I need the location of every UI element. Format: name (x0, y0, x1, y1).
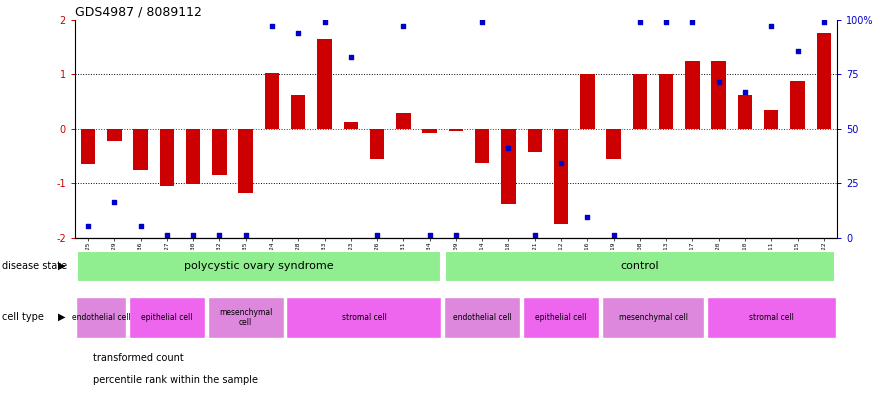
Point (317, 19, 331, 26)
Bar (633, 74, 647, 129)
Point (817, 19, 831, 26)
Point (554, 160, 568, 166)
Point (738, 88, 752, 95)
Point (159, 232, 174, 238)
Text: stromal cell: stromal cell (342, 313, 387, 322)
Point (581, 214, 595, 220)
Point (186, 232, 200, 238)
Text: control: control (620, 261, 659, 271)
Text: epithelial cell: epithelial cell (536, 313, 587, 322)
Bar (317, 39, 332, 129)
Bar (159, 129, 174, 186)
Bar (606, 129, 621, 159)
Point (370, 232, 384, 238)
Point (239, 232, 253, 238)
Point (606, 232, 620, 238)
Bar (501, 129, 515, 204)
Text: transformed count: transformed count (93, 353, 184, 364)
Bar (712, 61, 726, 129)
Bar (444, 297, 521, 338)
Text: polycystic ovary syndrome: polycystic ovary syndrome (184, 261, 334, 271)
Text: endothelial cell: endothelial cell (453, 313, 512, 322)
Point (344, 53, 358, 60)
Bar (76, 297, 126, 338)
Bar (737, 95, 752, 129)
Point (764, 23, 778, 29)
Point (134, 222, 148, 229)
Bar (81, 129, 95, 164)
Point (292, 30, 306, 37)
Bar (523, 297, 599, 338)
Bar (554, 129, 568, 224)
Bar (77, 251, 440, 282)
Bar (817, 33, 831, 129)
Bar (422, 129, 437, 133)
Bar (370, 129, 384, 159)
Text: ▶: ▶ (57, 312, 65, 322)
Bar (107, 129, 122, 141)
Bar (212, 129, 226, 175)
Text: epithelial cell: epithelial cell (141, 313, 193, 322)
Bar (790, 81, 804, 129)
Bar (265, 73, 279, 129)
Point (396, 23, 411, 29)
Bar (707, 297, 836, 338)
Bar (133, 129, 148, 170)
Bar (602, 297, 704, 338)
Point (81, 222, 95, 229)
Text: disease state: disease state (2, 261, 67, 271)
Text: mesenchymal cell: mesenchymal cell (618, 313, 687, 322)
Bar (208, 297, 284, 338)
Point (475, 19, 489, 26)
Bar (291, 95, 306, 129)
Bar (659, 74, 673, 129)
Text: ▶: ▶ (57, 261, 65, 271)
Point (528, 232, 542, 238)
Point (212, 232, 226, 238)
Point (423, 232, 437, 238)
Bar (764, 110, 779, 129)
Bar (528, 129, 542, 152)
Bar (580, 74, 595, 129)
Point (501, 145, 515, 151)
Text: cell type: cell type (2, 312, 44, 322)
Point (265, 23, 279, 29)
Text: endothelial cell: endothelial cell (71, 313, 130, 322)
Bar (448, 129, 463, 131)
Bar (475, 129, 490, 163)
Text: stromal cell: stromal cell (749, 313, 794, 322)
Point (685, 19, 700, 26)
Point (659, 19, 673, 26)
Text: percentile rank within the sample: percentile rank within the sample (93, 375, 258, 385)
Point (448, 232, 463, 238)
Point (633, 19, 647, 26)
Text: mesenchymal
cell: mesenchymal cell (219, 308, 272, 327)
Point (790, 48, 804, 54)
Bar (396, 114, 411, 129)
Text: GDS4987 / 8089112: GDS4987 / 8089112 (75, 6, 202, 18)
Bar (685, 61, 700, 129)
Bar (344, 122, 358, 129)
Bar (186, 129, 200, 184)
Bar (129, 297, 205, 338)
Point (712, 79, 726, 86)
Bar (239, 129, 253, 193)
Bar (445, 251, 835, 282)
Bar (286, 297, 441, 338)
Point (107, 199, 122, 206)
